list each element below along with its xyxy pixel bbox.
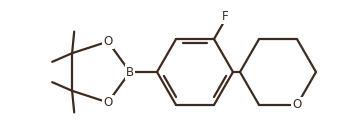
Text: O: O [103, 96, 112, 109]
Text: O: O [293, 98, 302, 111]
Text: B: B [126, 65, 134, 79]
Text: F: F [222, 10, 228, 23]
Text: O: O [103, 35, 112, 48]
